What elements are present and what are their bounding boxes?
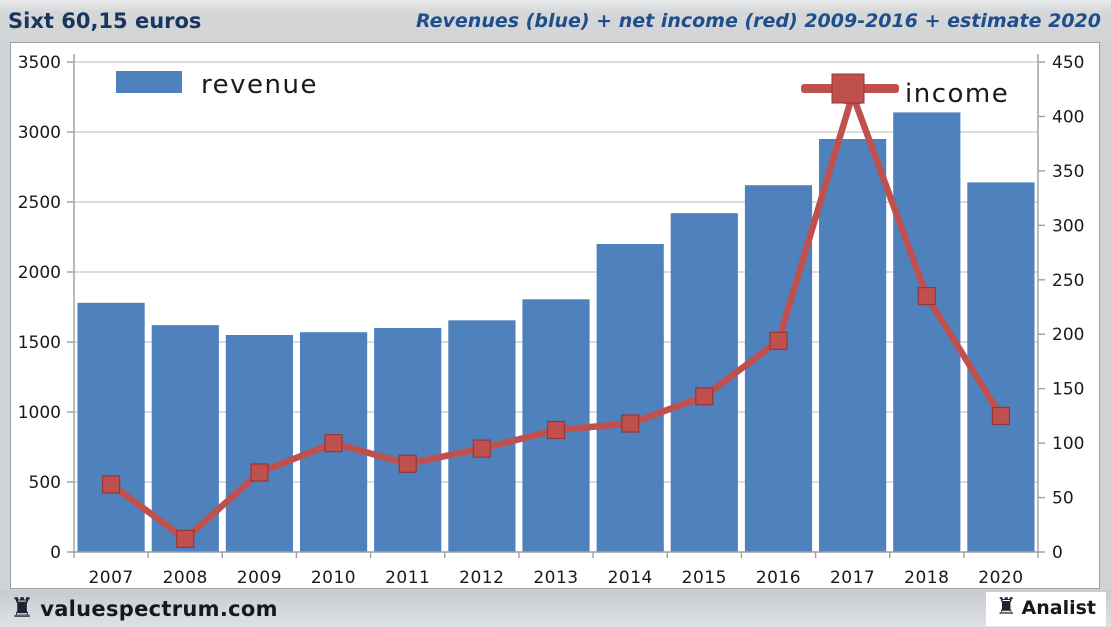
analist-label: Analist [1021, 596, 1096, 619]
income-marker-2010 [324, 434, 343, 453]
legend-income-bg [895, 71, 1007, 109]
revenue-bar-2020 [967, 182, 1035, 552]
x-axis-label-2015: 2015 [682, 568, 727, 588]
legend-revenue-swatch [116, 71, 182, 93]
income-marker-2016 [769, 331, 788, 350]
legend-income-marker [831, 73, 865, 104]
left-axis-label-2000: 2000 [18, 263, 61, 283]
right-axis-label-450: 450 [1052, 53, 1084, 73]
instrument-title: Sixt 60,15 euros [8, 9, 202, 33]
x-axis-label-2008: 2008 [163, 568, 208, 588]
income-marker-2015 [695, 387, 714, 406]
left-axis-label-3000: 3000 [18, 123, 61, 143]
revenue-bar-2014 [596, 244, 664, 552]
right-axis-label-150: 150 [1052, 380, 1084, 400]
analist-box: ♜ Analist [985, 591, 1106, 626]
x-axis-label-2014: 2014 [608, 568, 653, 588]
chart-panel: 0 500 1000 1500 2000 2500 3000 3500 0 50 100 150 200… [10, 42, 1100, 589]
left-axis-label-1000: 1000 [18, 403, 61, 423]
left-axis-label-500: 500 [29, 473, 61, 493]
income-marker-2009 [250, 463, 269, 482]
left-axis-label-2500: 2500 [18, 193, 61, 213]
right-axis-label-50: 50 [1052, 489, 1074, 509]
footer-band: ♜ valuespectrum.com ♜ Analist [0, 590, 1111, 627]
left-axis-label-3500: 3500 [18, 53, 61, 73]
legend-revenue-label: revenue [201, 70, 318, 100]
right-axis-label-400: 400 [1052, 107, 1084, 127]
x-axis-label-2012: 2012 [459, 568, 504, 588]
left-axis-label-0: 0 [50, 543, 61, 563]
footer-brand: ♜ valuespectrum.com [10, 595, 278, 622]
right-axis-label-100: 100 [1052, 434, 1084, 454]
income-marker-2011 [398, 454, 417, 473]
right-axis-label-350: 350 [1052, 162, 1084, 182]
right-axis-label-250: 250 [1052, 271, 1084, 291]
revenue-bar-2009 [225, 335, 293, 552]
x-axis-label-2020: 2020 [978, 568, 1023, 588]
x-axis-label-2013: 2013 [533, 568, 578, 588]
x-axis-label-2016: 2016 [756, 568, 801, 588]
chart-title: Revenues (blue) + net income (red) 2009-… [415, 10, 1101, 32]
x-axis-label-2009: 2009 [237, 568, 282, 588]
legend-income-label: income [905, 79, 1009, 109]
revenue-bar-2008 [151, 325, 219, 552]
revenue-bar-2012 [448, 320, 516, 552]
right-axis-label-300: 300 [1052, 216, 1084, 236]
left-axis-label-1500: 1500 [18, 333, 61, 353]
revenue-bar-2017 [819, 139, 887, 552]
chart-svg: 0 500 1000 1500 2000 2500 3000 3500 0 50 100 150 200… [18, 53, 1085, 588]
x-axis-label-2017: 2017 [830, 568, 875, 588]
income-marker-2014 [621, 414, 640, 433]
header-band: Sixt 60,15 euros Revenues (blue) + net i… [0, 0, 1111, 42]
income-marker-2013 [546, 420, 566, 440]
x-axis-label-2010: 2010 [311, 568, 356, 588]
x-axis-label-2011: 2011 [385, 568, 430, 588]
rook-icon: ♜ [995, 594, 1017, 620]
income-marker-2008 [176, 529, 195, 548]
income-marker-2007 [101, 475, 121, 494]
x-axis-label-2007: 2007 [88, 568, 133, 588]
income-marker-2018 [917, 287, 936, 306]
right-axis-label-200: 200 [1052, 325, 1084, 345]
footer-brand-label: valuespectrum.com [40, 596, 278, 621]
rook-icon: ♜ [10, 593, 35, 624]
revenue-bar-2007 [77, 302, 145, 552]
revenue-bar-2011 [374, 328, 442, 552]
x-axis-label-2018: 2018 [904, 568, 949, 588]
income-marker-2020 [991, 406, 1011, 425]
income-marker-2012 [472, 439, 491, 458]
right-axis-label-0: 0 [1052, 543, 1063, 563]
revenue-bar-2016 [744, 185, 813, 552]
